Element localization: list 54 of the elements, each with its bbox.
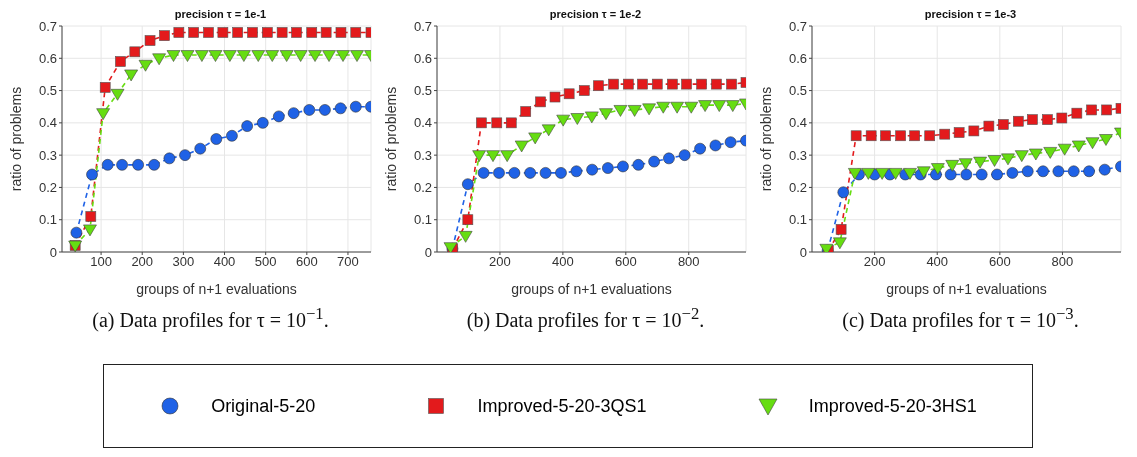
y-tick-label: 0 <box>424 244 432 260</box>
y-axis-title: ratio of problems <box>382 86 399 192</box>
y-tick-label: 0.4 <box>788 115 807 131</box>
x-axis-title: groups of n+1 evaluations <box>136 280 297 297</box>
x-tick-label: 600 <box>988 254 1011 270</box>
y-tick-label: 0.2 <box>788 180 807 196</box>
y-tick-label: 0.4 <box>413 115 432 131</box>
x-axis-title: groups of n+1 evaluations <box>886 280 1047 297</box>
y-tick-label: 0.7 <box>38 18 57 34</box>
y-tick-label: 0.3 <box>788 147 807 163</box>
x-tick-label: 800 <box>1051 254 1074 270</box>
y-tick-label: 0.6 <box>38 50 57 66</box>
x-tick-label: 300 <box>172 254 195 270</box>
x-axis-title: groups of n+1 evaluations <box>511 280 672 297</box>
y-tick-label: 0.6 <box>413 50 432 66</box>
y-tick-label: 0.7 <box>788 18 807 34</box>
x-tick-label: 100 <box>90 254 112 270</box>
y-tick-label: 0.1 <box>413 212 432 228</box>
y-axis-title: ratio of problems <box>7 86 24 192</box>
x-tick-label: 200 <box>131 254 154 270</box>
text: (b) Data profiles for τ = 10$^{−2}$. <box>465 304 706 332</box>
y-tick-label: 0.3 <box>38 147 57 163</box>
x-tick-label: 500 <box>254 254 277 270</box>
y-axis-title: ratio of problems <box>757 86 774 192</box>
y-tick-label: 0.1 <box>38 212 57 228</box>
y-tick-label: 0.1 <box>788 212 807 228</box>
y-tick-label: 0.6 <box>788 50 807 66</box>
x-tick-label: 200 <box>863 254 886 270</box>
x-tick-label: 400 <box>213 254 236 270</box>
y-tick-label: 0.5 <box>413 83 432 99</box>
y-tick-label: 0.2 <box>413 180 432 196</box>
text: (a) Data profiles for τ = 10$^{−1}$. <box>91 304 330 332</box>
chart-title: precision τ = 1e-2 <box>548 8 643 22</box>
x-tick-label: 700 <box>337 254 359 270</box>
legend-label: Improved-5-20-3QS1 <box>477 395 647 417</box>
y-tick-label: 0.5 <box>788 83 807 99</box>
y-tick-label: 0.2 <box>38 180 57 196</box>
y-tick-label: 0.3 <box>413 147 432 163</box>
x-tick-label: 600 <box>614 254 637 270</box>
y-tick-label: 0.7 <box>413 18 432 34</box>
x-tick-label: 400 <box>926 254 949 270</box>
y-tick-label: 0 <box>49 244 57 260</box>
chart-title: precision τ = 1e-1 <box>173 8 268 22</box>
x-tick-label: 200 <box>489 254 511 270</box>
chart-title: precision τ = 1e-3 <box>923 8 1018 22</box>
y-tick-label: 0.5 <box>38 83 57 99</box>
x-tick-label: 600 <box>295 254 318 270</box>
text: (c) Data profiles for τ = 10$^{−3}$. <box>841 304 1080 332</box>
legend-label: Improved-5-20-3HS1 <box>808 395 977 417</box>
legend-label: Original-5-20 <box>211 395 316 417</box>
y-tick-label: 0 <box>799 244 807 260</box>
x-tick-label: 400 <box>552 254 574 270</box>
y-tick-label: 0.4 <box>38 115 57 131</box>
x-tick-label: 800 <box>677 254 700 270</box>
